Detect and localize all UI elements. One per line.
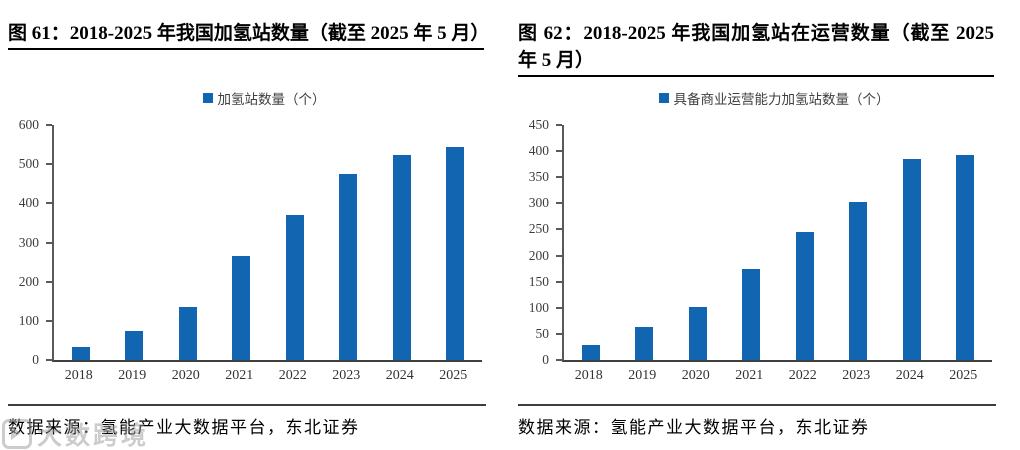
y-tick-label: 500 — [18, 156, 39, 172]
bar-2019 — [635, 327, 654, 360]
bar-2021 — [232, 255, 251, 360]
y-tick-label: 400 — [528, 143, 549, 159]
y-tick-label: 450 — [528, 117, 549, 132]
x-axis-label: 2018 — [574, 368, 603, 383]
x-axis-labels: 2018 2019 2020 2021 2022 2023 2024 2025 — [562, 368, 990, 388]
bar-2025 — [446, 147, 465, 360]
figure-title-62: 图 62：2018-2025 年我国加氢站在运营数量（截至 2025 年 5 月… — [518, 20, 994, 77]
y-tick-mark — [556, 202, 562, 205]
y-tick-label: 350 — [528, 169, 549, 185]
bar-2024 — [392, 154, 411, 360]
y-tick-mark — [556, 150, 562, 153]
plot-area — [46, 124, 482, 362]
bar-2024 — [902, 158, 921, 360]
x-axis-label: 2018 — [64, 368, 93, 383]
x-axis-label: 2019 — [118, 368, 147, 383]
y-tick-label: 400 — [18, 195, 39, 211]
y-tick-mark — [556, 254, 562, 257]
legend-label: 加氢站数量（个） — [217, 92, 326, 107]
x-axis-label: 2022 — [788, 368, 817, 383]
y-tick-label: 50 — [535, 325, 550, 341]
bar-2018 — [71, 346, 90, 360]
x-axis-label: 2022 — [278, 368, 307, 383]
y-tick-label: 200 — [528, 247, 549, 263]
figure-panel-61: 图 61：2018-2025 年我国加氢站数量（截至 2025 年 5 月） 加… — [0, 20, 510, 438]
y-tick-mark — [46, 163, 52, 166]
y-axis-labels: 0 50 100 150 200 250 300 350 400 450 — [510, 117, 556, 367]
y-tick-mark — [556, 228, 562, 231]
x-axis-label: 2025 — [949, 368, 978, 383]
y-tick-mark — [556, 359, 562, 361]
x-axis-labels: 2018 2019 2020 2021 2022 2023 2024 2025 — [52, 368, 480, 388]
source-text-61: 数据来源：氢能产业大数据平台，东北证券 — [8, 404, 486, 438]
y-tick-mark — [46, 280, 52, 283]
x-axis-label: 2020 — [171, 368, 200, 383]
bar-chart-62: 0 50 100 150 200 250 300 350 400 450 2018 2019 2020… — [510, 117, 1020, 395]
y-tick-label: 300 — [18, 234, 39, 250]
y-tick-mark — [556, 332, 562, 335]
bar-2021 — [742, 268, 761, 360]
y-tick-mark — [46, 319, 52, 322]
legend-61: 加氢站数量（个） — [46, 88, 482, 108]
y-tick-label: 0 — [542, 352, 549, 367]
bar-2022 — [285, 215, 304, 360]
bar-2018 — [581, 345, 600, 360]
bar-chart-61: 0 100 200 300 400 500 600 2018 2019 2020 2021 2022… — [0, 117, 510, 395]
x-axis-label: 2021 — [735, 368, 764, 383]
bar-2020 — [688, 306, 707, 360]
y-tick-label: 100 — [528, 299, 549, 315]
y-tick-label: 300 — [528, 195, 549, 211]
y-tick-mark — [556, 280, 562, 283]
legend-marker-square — [658, 93, 669, 103]
y-tick-mark — [46, 202, 52, 205]
y-tick-mark — [556, 176, 562, 179]
x-axis-label: 2024 — [385, 368, 414, 383]
y-tick-mark — [556, 124, 562, 126]
y-tick-label: 0 — [32, 352, 39, 367]
figure-title-61: 图 61：2018-2025 年我国加氢站数量（截至 2025 年 5 月） — [8, 20, 489, 50]
x-axis-label: 2023 — [332, 368, 361, 383]
legend-label: 具备商业运营能力加氢站数量（个） — [673, 92, 890, 107]
y-tick-mark — [46, 241, 52, 244]
bar-2023 — [339, 173, 358, 360]
bar-2023 — [849, 202, 868, 360]
figure-panel-62: 图 62：2018-2025 年我国加氢站在运营数量（截至 2025 年 5 月… — [510, 0, 1020, 450]
y-tick-label: 150 — [528, 273, 549, 289]
bar-2025 — [956, 155, 975, 360]
x-axis-label: 2021 — [225, 368, 254, 383]
y-axis-labels: 0 100 200 300 400 500 600 — [0, 117, 46, 367]
bar-2019 — [125, 330, 144, 360]
y-tick-label: 200 — [18, 273, 39, 289]
bar-2022 — [795, 231, 814, 360]
x-axis-label: 2023 — [842, 368, 871, 383]
x-axis-label: 2019 — [628, 368, 657, 383]
y-tick-label: 100 — [18, 312, 39, 328]
source-text-62: 数据来源：氢能产业大数据平台，东北证券 — [518, 404, 996, 438]
x-axis-label: 2020 — [681, 368, 710, 383]
y-tick-mark — [46, 124, 52, 126]
bar-2020 — [178, 307, 197, 360]
legend-62: 具备商业运营能力加氢站数量（个） — [556, 88, 992, 108]
y-tick-label: 600 — [18, 117, 39, 132]
y-tick-mark — [46, 359, 52, 361]
plot-area — [556, 124, 992, 362]
x-axis-label: 2024 — [895, 368, 924, 383]
y-tick-mark — [556, 306, 562, 309]
y-tick-label: 250 — [528, 221, 549, 237]
x-axis-label: 2025 — [439, 368, 468, 383]
legend-marker-square — [202, 93, 213, 103]
